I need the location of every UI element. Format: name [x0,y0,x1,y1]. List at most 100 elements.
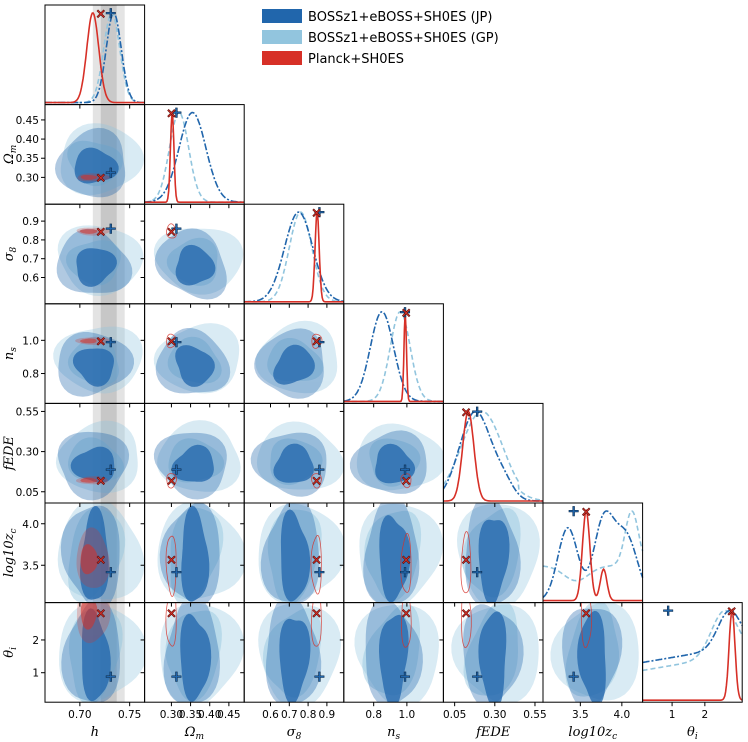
xtick-label-fede: 0.55 [523,709,546,721]
ytick-label-s8: 0.8 [22,235,39,247]
pdf-planck-s8 [244,212,344,303]
legend-swatch-jp [262,9,302,23]
contour-planck-s8-th [310,602,322,647]
contour-planck-s8-fede [311,473,322,489]
panel-s8-th: +× [258,602,341,703]
panel-s8-lz: +× [258,503,344,603]
bestfit-planck-fede-th: × [461,607,472,622]
bestfit-planck-h-th: × [95,607,106,622]
pdf-jp-om [144,111,245,203]
contour-jp-inner-h-om [74,147,119,184]
xaxis-label-h: h [91,725,99,740]
panel-frame-th-th [642,602,743,703]
yaxis-label-om: Ωm [2,145,19,165]
bestfit-planck-fede-lz: × [461,553,472,568]
bestfit-jp-fede-th: + [471,668,484,686]
bestfit-jp-lz: + [567,502,580,520]
panel-h-th: +× [59,602,145,703]
bestfit-jp-h-om: + [104,163,117,181]
contour-planck-inner-h-th [80,602,98,630]
pdf-planck-lz [543,508,643,602]
xtick-label-s8: 0.9 [319,709,336,721]
bestfit-jp-h-s8: + [104,220,117,238]
panel-om-s8: +× [153,219,244,300]
contour-jp-inner-om-fede [171,444,214,482]
contour-planck-ns-th [400,602,412,648]
panel-om-fede: +× [153,420,241,500]
bestfit-jp-fede: + [471,402,484,420]
contour-planck-lz-th [581,602,593,649]
bestfit-planck-th: × [726,605,737,620]
xtick-label-fede: 0.05 [443,709,466,721]
yaxis-label-ns: ns [2,347,19,360]
bestfit-jp-ns: + [399,303,412,321]
contour-jp-inner-fede-th [478,611,507,703]
xtick-label-h: 0.75 [118,709,141,721]
bestfit-jp-h-ns: + [104,333,117,351]
contour-planck-inner-h-s8 [79,229,98,234]
ytick-label-s8: 0.7 [22,254,39,266]
xtick-label-ns: 0.8 [365,709,382,721]
xaxis-label-lz: log10zc [568,725,617,742]
panel-lz-th: +× [550,602,639,703]
panel-bg-om [144,104,245,205]
bestfit-planck-om: × [166,107,177,122]
contour-jp-inner-ns-fede [375,443,415,484]
panel-h-om: +× [54,104,145,205]
contour-planck-om-th [165,602,177,647]
panel-bg-s8 [244,204,344,304]
bestfit-planck-s8-lz: × [311,553,322,568]
ytick-label-om: 0.45 [16,115,39,127]
yaxis-label-th: θi [2,647,19,658]
pdf-planck-th [642,607,743,701]
pdf-jp-s8 [244,211,344,303]
xaxis-label-th: θi [687,725,698,742]
xaxis-label-fede: fEDE [475,725,511,740]
legend: BOSSz1+eBOSS+SH0ES (JP) BOSSz1+eBOSS+SH0… [262,9,499,67]
panel-ns-th: +× [354,602,439,703]
ytick-label-fede: 0.55 [16,406,39,418]
panel-h-ns: +× [53,303,143,404]
panel-fede-th: +× [451,602,539,703]
contour-planck-s8-ns [311,333,323,349]
ytick-label-th: 1 [32,668,39,680]
legend-label-planck: Planck+SH0ES [308,52,404,67]
bestfit-jp-om-fede: + [170,460,183,478]
xtick-label-h: 0.70 [68,709,91,721]
ytick-label-om: 0.35 [16,153,39,165]
pdf-gp-lz [543,510,644,582]
xaxis-label-om: Ωm [184,725,204,742]
legend-swatch-planck [262,51,302,65]
contour-planck-ns-fede [400,473,412,489]
contour-planck-s8-lz [310,534,322,595]
xtick-label-s8: 0.6 [262,709,279,721]
contour-jp-inner-h-th [82,608,111,702]
ytick-label-fede: 0.30 [16,447,39,459]
panel-h-s8: +× [56,204,144,304]
ytick-label-lz: 3.5 [22,560,39,572]
contour-jp-inner-ns-th [378,614,409,703]
panel-s8-ns: +× [254,320,338,399]
contour-jp-inner-om-lz [181,505,210,602]
xtick-label-om: 0.40 [198,709,221,721]
panel-bg-fede [443,403,543,503]
bestfit-jp-th: + [662,602,675,620]
bestfit-planck-om-fede: × [166,474,177,489]
pdf-planck-fede [443,410,543,502]
bestfit-planck-h-fede: × [95,474,106,489]
bestfit-jp-om-ns: + [170,333,183,351]
bestfit-jp-om-lz: + [170,563,183,581]
bestfit-jp-fede-lz: + [471,563,484,581]
pdf-planck-ns [343,311,444,403]
panels: +×+×+×+×+×+ ×+ ×+×+× +×+× +× +×+×+×+×+×+×+×+×… [2,4,743,742]
bestfit-jp-s8-ns: + [313,333,326,351]
bestfit-jp-om: + [170,104,183,122]
yaxis-label-s8: σ8 [2,246,19,261]
bestfit-jp-ns-fede: + [399,460,412,478]
ytick-label-om: 0.40 [16,134,39,146]
xtick-label-fede: 0.30 [483,709,506,721]
contour-jp-inner-om-th [180,613,212,702]
panel-h-fede: +× [55,403,138,503]
bestfit-jp-h-lz: + [104,563,117,581]
